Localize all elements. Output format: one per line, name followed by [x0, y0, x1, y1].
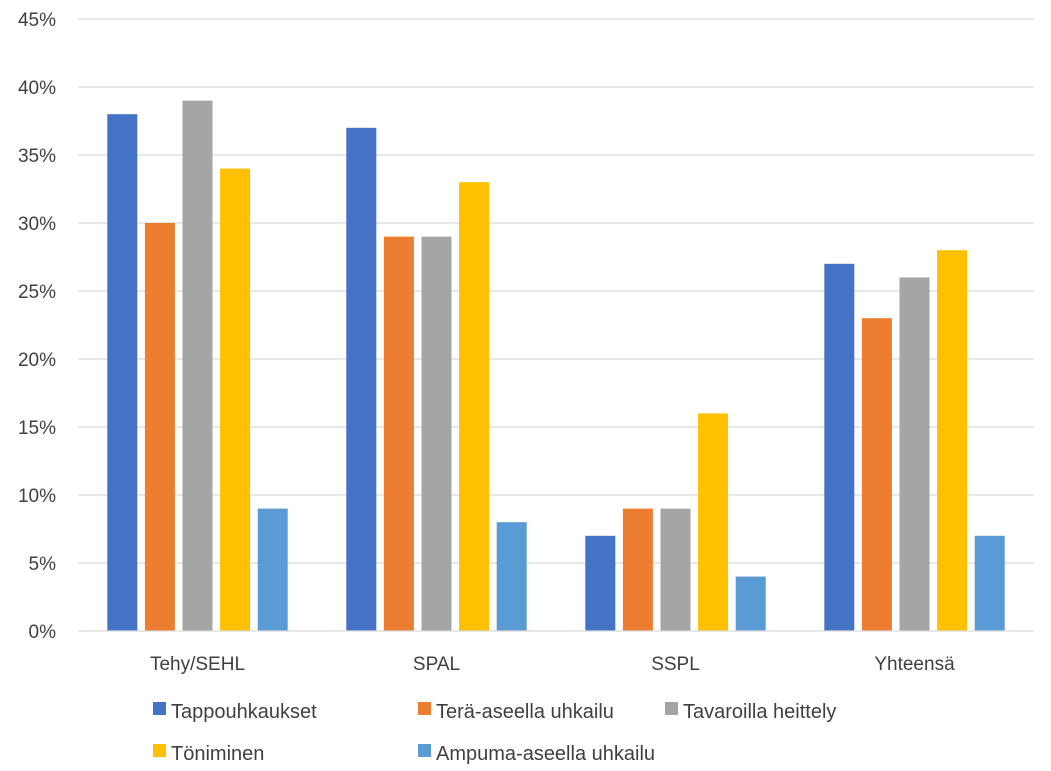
legend-item: Tavaroilla heittely [665, 701, 836, 723]
bar [496, 522, 527, 631]
legend-label: Tappouhkaukset [171, 701, 317, 723]
legend-swatch [153, 744, 166, 757]
legend-swatch [418, 702, 431, 715]
legend-swatch [153, 702, 166, 715]
y-tick-label: 35% [18, 146, 56, 167]
bar [421, 236, 452, 631]
bar [861, 318, 892, 631]
y-tick-label: 25% [18, 282, 56, 303]
bar [107, 114, 138, 631]
bars [107, 100, 1005, 632]
y-tick-label: 40% [18, 78, 56, 99]
bar [735, 576, 766, 631]
legend-label: Terä-aseella uhkailu [436, 701, 614, 723]
y-tick-label: 45% [18, 10, 56, 31]
x-category-label: Yhteensä [874, 654, 955, 675]
legend-item: Tappouhkaukset [153, 701, 317, 723]
bar [622, 508, 653, 631]
legend-label: Ampuma-aseella uhkailu [436, 743, 655, 765]
legend-item: Terä-aseella uhkailu [418, 701, 614, 723]
legend-swatch [665, 702, 678, 715]
y-tick-label: 5% [29, 554, 57, 575]
legend-item: Ampuma-aseella uhkailu [418, 743, 655, 765]
legend-label: Tavaroilla heittely [683, 701, 836, 723]
x-category-label: SSPL [651, 654, 700, 675]
bar [824, 263, 855, 631]
bar [257, 508, 288, 631]
bar [459, 182, 490, 631]
y-tick-label: 10% [18, 486, 56, 507]
bar [220, 168, 251, 631]
bar [383, 236, 414, 631]
bar [144, 223, 175, 631]
bar [698, 413, 729, 631]
y-tick-label: 30% [18, 214, 56, 235]
x-axis-categories: Tehy/SEHL SPAL SSPL Yhteensä [150, 654, 955, 675]
y-axis-ticks: 0% 5% 10% 15% 20% 25% 30% 35% 40% 45% [18, 10, 56, 643]
y-tick-label: 0% [29, 622, 57, 643]
x-category-label: Tehy/SEHL [150, 654, 245, 675]
bar [660, 508, 691, 631]
bar [182, 100, 213, 632]
bar [937, 250, 968, 631]
legend-label: Töniminen [171, 743, 264, 765]
y-tick-label: 15% [18, 418, 56, 439]
y-tick-label: 20% [18, 350, 56, 371]
legend-swatch [418, 744, 431, 757]
x-category-label: SPAL [413, 654, 460, 675]
bar [974, 535, 1005, 631]
legend: Tappouhkaukset Terä-aseella uhkailu Tavaro… [153, 701, 836, 765]
bar [585, 535, 616, 631]
bar [899, 277, 930, 631]
legend-item: Töniminen [153, 743, 264, 765]
bar [346, 127, 377, 632]
